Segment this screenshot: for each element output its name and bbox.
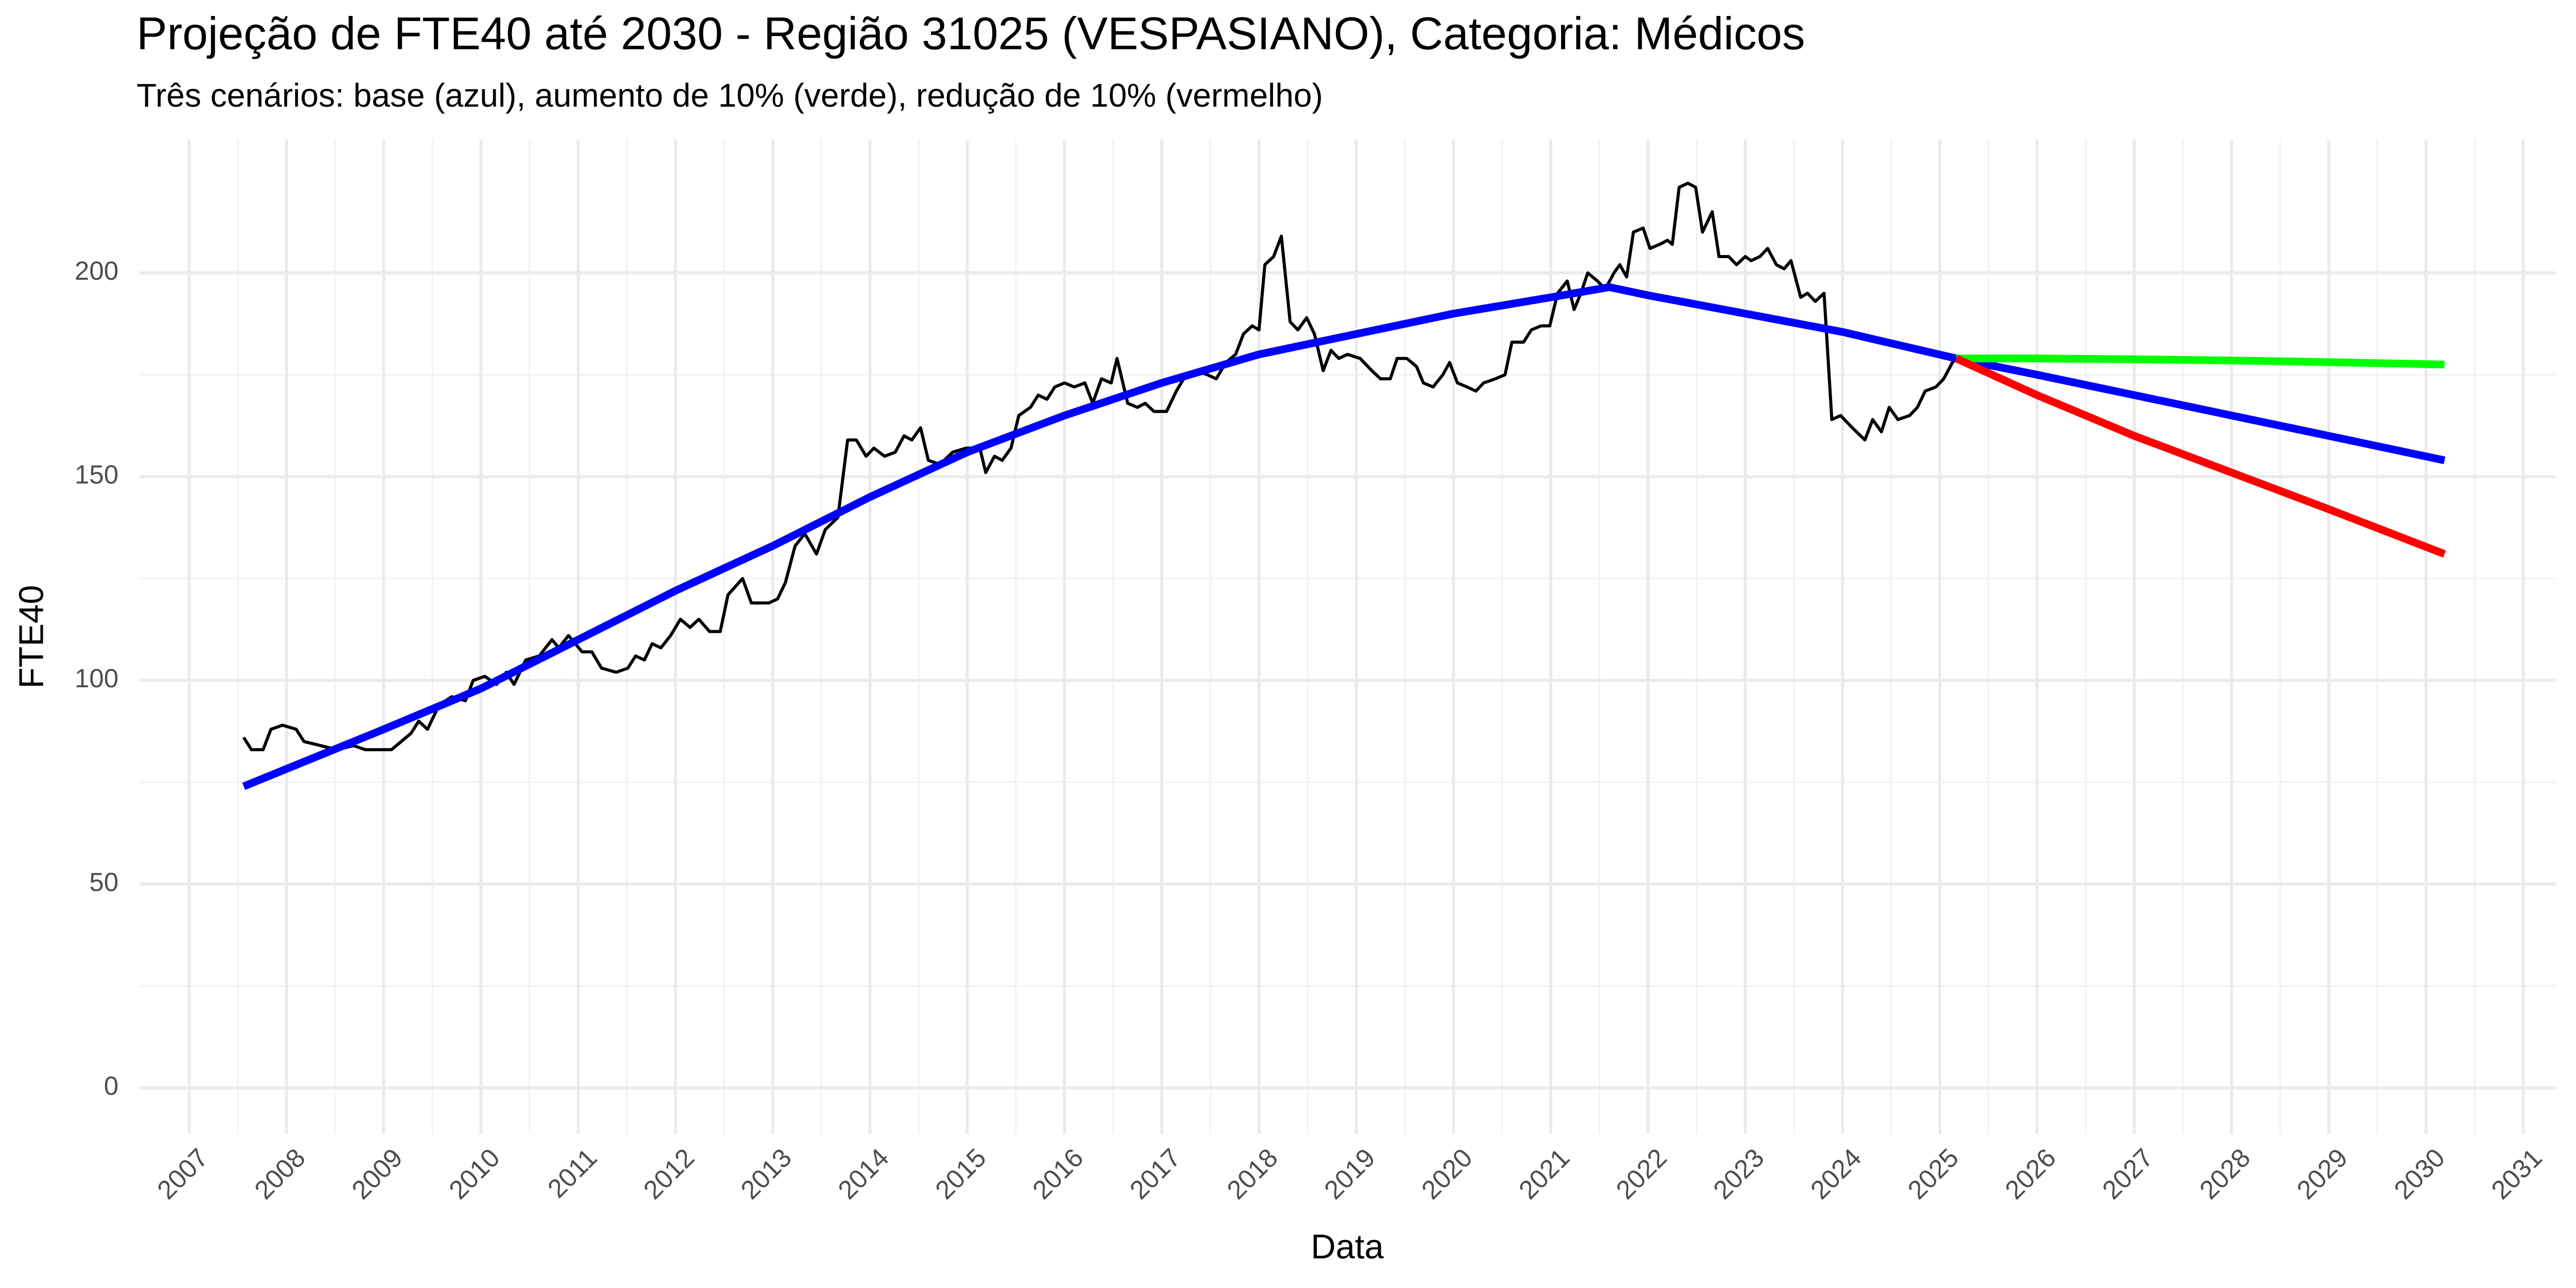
x-tick-label: 2029: [2291, 1143, 2353, 1205]
y-axis-title: FTE40: [12, 585, 51, 688]
x-tick-label: 2013: [735, 1143, 798, 1205]
x-tick-label: 2009: [346, 1143, 409, 1205]
x-tick-label: 2007: [151, 1143, 214, 1205]
x-tick-label: 2025: [1902, 1143, 1964, 1205]
x-axis-title: Data: [1311, 1228, 1384, 1266]
x-tick-label: 2026: [1999, 1143, 2062, 1205]
x-tick-label: 2022: [1611, 1143, 1673, 1205]
x-tick-label: 2019: [1318, 1143, 1381, 1205]
x-tick-label: 2008: [249, 1143, 311, 1205]
x-tick-label: 2011: [542, 1143, 603, 1204]
x-tick-label: 2024: [1805, 1143, 1867, 1205]
x-tick-label: 2028: [2194, 1143, 2256, 1205]
x-tick-label: 2014: [832, 1143, 894, 1205]
x-tick-label: 2012: [638, 1143, 700, 1205]
series-line: [242, 283, 2446, 790]
x-tick-label: 2016: [1027, 1143, 1089, 1205]
x-tick-label: 2027: [2096, 1143, 2159, 1205]
x-tick-label: 2031: [2485, 1143, 2548, 1205]
chart-title: Projeção de FTE40 até 2030 - Região 3102…: [137, 8, 1805, 59]
x-tick-label: 2020: [1416, 1143, 1478, 1205]
x-tick-label: 2018: [1221, 1143, 1283, 1205]
x-tick-label: 2030: [2388, 1143, 2451, 1205]
y-tick-label: 50: [89, 868, 118, 897]
series-line: [1956, 354, 2445, 369]
x-tick-label: 2017: [1124, 1143, 1187, 1205]
series-line: [1955, 354, 2446, 558]
x-tick-label: 2010: [443, 1143, 505, 1205]
x-tick-label: 2021: [1513, 1143, 1575, 1205]
chart-subtitle: Três cenários: base (azul), aumento de 1…: [137, 77, 1323, 114]
x-tick-label: 2023: [1707, 1143, 1770, 1205]
y-tick-label: 100: [75, 664, 118, 693]
x-tick-label: 2015: [929, 1143, 992, 1205]
series-line: [242, 181, 1958, 752]
y-tick-label: 0: [104, 1071, 118, 1100]
y-tick-label: 200: [75, 256, 118, 285]
y-tick-label: 150: [75, 460, 118, 489]
